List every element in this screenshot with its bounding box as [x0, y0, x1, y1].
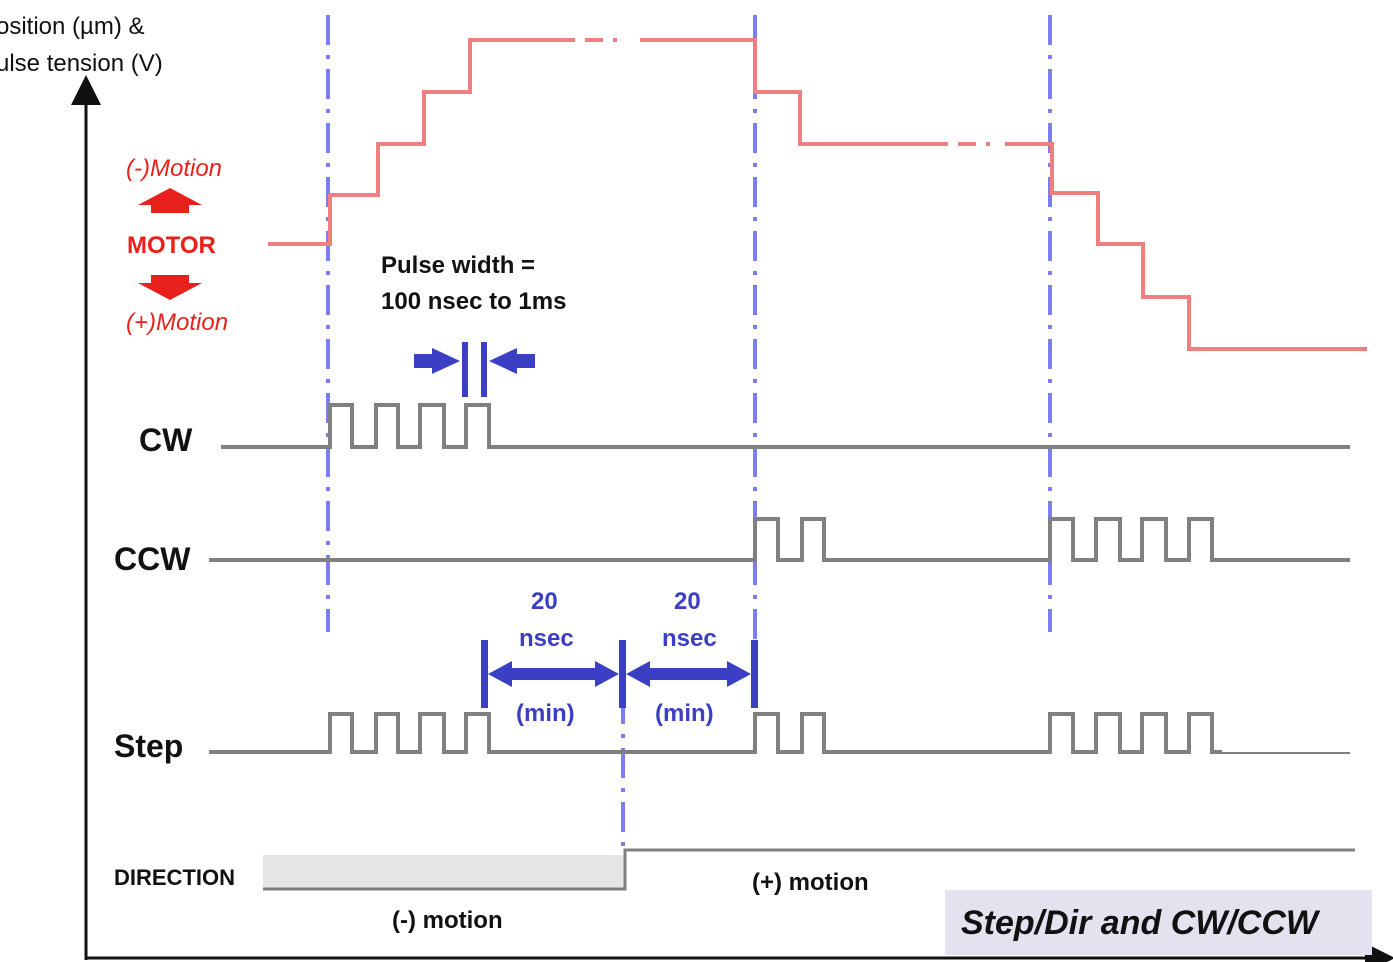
motor-label: MOTOR	[127, 232, 216, 259]
setup-time-2-unit: nsec	[662, 625, 717, 652]
setup-time-1-note: (min)	[516, 700, 575, 727]
setup-time-2-value: 20	[674, 588, 701, 615]
cw-signal	[221, 403, 1350, 449]
setup-time-1-unit: nsec	[519, 625, 574, 652]
pulse-width-label-line2: 100 nsec to 1ms	[381, 288, 566, 315]
minus-motion-label: (-)Motion	[126, 155, 222, 182]
position-trace-fall	[1005, 142, 1367, 351]
direction-signal	[263, 848, 1355, 891]
setup-time-2-note: (min)	[655, 700, 714, 727]
setup-time-1-value: 20	[531, 588, 558, 615]
minus-motion-direction-label: (-) motion	[392, 907, 503, 934]
pulse-width-label-line1: Pulse width =	[381, 252, 535, 279]
direction-low-fill	[263, 855, 625, 889]
ccw-signal	[209, 517, 1350, 562]
y-axis-label-line1: osition (µm) &	[0, 13, 145, 40]
direction-label: DIRECTION	[114, 865, 235, 890]
arrow-down-icon	[138, 275, 202, 300]
diagram-title: Step/Dir and CW/CCW	[961, 904, 1321, 942]
y-axis-label-line2: ulse tension (V)	[0, 50, 163, 77]
arrow-up-icon	[138, 188, 202, 213]
plus-motion-label: (+)Motion	[126, 309, 228, 336]
cw-label: CW	[139, 422, 193, 458]
pulse-width-arrows	[414, 342, 535, 397]
step-label: Step	[114, 728, 183, 764]
position-trace-hold	[640, 38, 948, 146]
setup-time-arrows	[481, 640, 758, 708]
plus-motion-direction-label: (+) motion	[752, 869, 869, 896]
position-trace-rise	[268, 38, 575, 246]
step-signal	[209, 712, 1222, 754]
ccw-label: CCW	[114, 541, 191, 577]
title-box	[945, 890, 1372, 955]
